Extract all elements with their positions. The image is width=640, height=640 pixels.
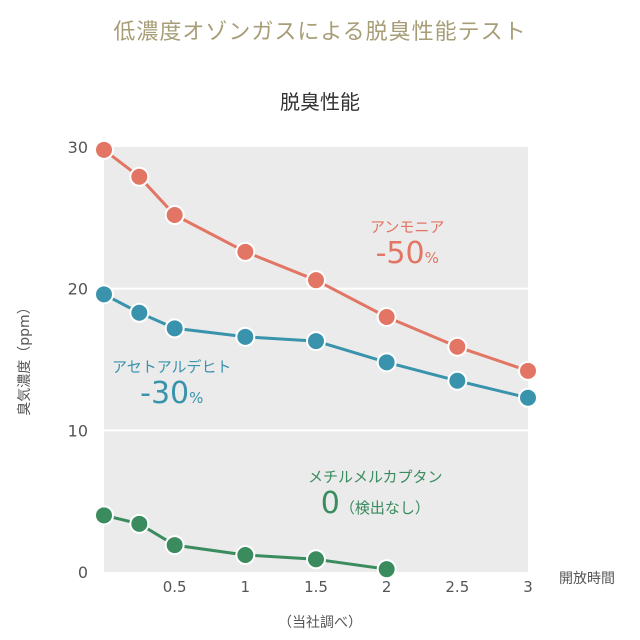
data-point (376, 307, 397, 327)
data-point (306, 331, 326, 352)
data-point (376, 559, 397, 580)
data-point (518, 387, 538, 408)
annotation-ammonia-name: アンモニア (370, 218, 445, 236)
page-title: 低濃度オゾンガスによる脱臭性能テスト (113, 20, 527, 45)
data-point (235, 545, 256, 565)
y-tick-label: 20 (68, 280, 88, 299)
data-point (129, 513, 150, 534)
y-axis-label: 臭気濃度（ppm） (17, 300, 33, 416)
x-axis-label: 開放時間 (559, 571, 615, 587)
x-tick-label: 1.5 (304, 578, 328, 596)
x-tick-label: 0.5 (163, 578, 187, 596)
data-point (518, 360, 538, 381)
x-tick-label: 1 (241, 578, 251, 596)
source-note: （当社調べ） (278, 615, 362, 631)
data-point (94, 284, 114, 305)
data-point (235, 326, 256, 347)
x-tick-label: 2 (382, 578, 392, 596)
annotation-acetaldehyde-unit: % (189, 389, 204, 407)
y-tick-label: 30 (68, 138, 88, 157)
annotation-ammonia: アンモニア -50% (370, 216, 444, 271)
x-tick-label: 3 (523, 578, 533, 596)
annotation-methylmercaptan: メチルメルカプタン 0（検出なし） (308, 466, 443, 521)
annotation-ammonia-unit: % (424, 249, 439, 267)
data-point (235, 241, 256, 262)
data-point (129, 166, 150, 187)
series-1 (94, 284, 538, 408)
annotation-acetaldehyde: アセトアルデヒト -30% (112, 356, 232, 411)
annotation-methylmercaptan-name: メチルメルカプタン (308, 468, 443, 486)
data-point (164, 318, 185, 339)
data-point (447, 336, 468, 357)
y-tick-label: 0 (78, 563, 88, 582)
annotation-methylmercaptan-value: 0 (320, 486, 340, 521)
data-point (306, 549, 326, 570)
data-point (376, 352, 397, 373)
data-point (129, 302, 150, 323)
series-2 (94, 505, 397, 580)
series-0 (94, 139, 538, 381)
annotation-acetaldehyde-name: アセトアルデヒト (112, 358, 232, 376)
annotation-ammonia-value: -50 (375, 236, 425, 271)
data-point (306, 270, 326, 291)
x-tick-label: 2.5 (445, 578, 469, 596)
data-point (164, 205, 185, 225)
data-point (164, 535, 185, 556)
data-point (447, 370, 468, 391)
data-point (94, 505, 114, 526)
annotation-methylmercaptan-unit: （検出なし） (339, 499, 430, 517)
data-point (94, 139, 114, 160)
chart-title: 脱臭性能 (280, 90, 360, 114)
annotation-acetaldehyde-value: -30 (140, 376, 190, 411)
y-tick-label: 10 (68, 421, 88, 440)
